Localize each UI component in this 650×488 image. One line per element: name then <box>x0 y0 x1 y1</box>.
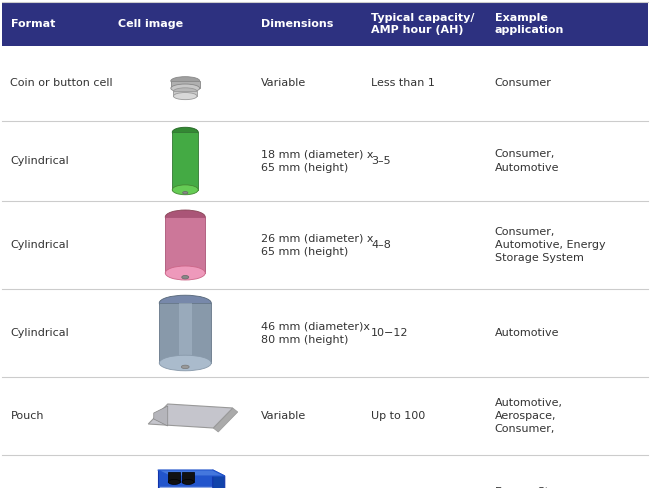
Text: Format: Format <box>10 19 55 29</box>
Bar <box>2 289 648 377</box>
Ellipse shape <box>174 88 197 95</box>
Polygon shape <box>213 470 225 488</box>
Ellipse shape <box>174 93 197 100</box>
Text: 3–5: 3–5 <box>371 156 391 166</box>
Polygon shape <box>213 408 238 432</box>
Ellipse shape <box>172 127 198 137</box>
Text: Cylindrical: Cylindrical <box>10 240 70 250</box>
Ellipse shape <box>159 295 211 311</box>
Text: Cell image: Cell image <box>118 19 183 29</box>
Text: Variable: Variable <box>261 79 306 88</box>
Text: Coin or button cell: Coin or button cell <box>10 79 113 88</box>
Ellipse shape <box>182 479 194 485</box>
Ellipse shape <box>182 275 188 279</box>
Text: Pouch: Pouch <box>10 411 44 421</box>
Bar <box>2 121 648 201</box>
Ellipse shape <box>183 191 188 194</box>
Polygon shape <box>148 404 233 428</box>
Ellipse shape <box>165 266 205 280</box>
Polygon shape <box>154 406 168 426</box>
Bar <box>172 132 198 190</box>
Bar <box>182 472 194 482</box>
Bar <box>174 91 197 96</box>
Bar <box>165 217 205 273</box>
Bar <box>2 2 648 46</box>
Ellipse shape <box>172 185 198 195</box>
Bar <box>2 377 648 455</box>
Text: Cylindrical: Cylindrical <box>10 156 70 166</box>
Text: 10−12: 10−12 <box>371 328 409 338</box>
Text: Example
application: Example application <box>495 13 564 35</box>
Text: 4–8: 4–8 <box>371 240 391 250</box>
Bar <box>168 472 180 482</box>
Bar <box>2 46 648 121</box>
Text: Automotive,
Aerospace,
Consumer,: Automotive, Aerospace, Consumer, <box>495 398 563 434</box>
Text: Less than 1: Less than 1 <box>371 79 435 88</box>
Text: Cylindrical: Cylindrical <box>10 328 70 338</box>
Ellipse shape <box>159 355 211 371</box>
Text: 18 mm (diameter) x
65 mm (height): 18 mm (diameter) x 65 mm (height) <box>261 149 373 173</box>
Bar <box>159 303 211 363</box>
Text: 26 mm (diameter) x
65 mm (height): 26 mm (diameter) x 65 mm (height) <box>261 233 373 257</box>
Text: 46 mm (diameter)x
80 mm (height): 46 mm (diameter)x 80 mm (height) <box>261 322 370 345</box>
Polygon shape <box>158 470 225 476</box>
Text: Automotive: Automotive <box>495 328 559 338</box>
Bar <box>171 81 200 88</box>
Text: Up to 100: Up to 100 <box>371 411 426 421</box>
Ellipse shape <box>171 84 200 92</box>
Ellipse shape <box>181 365 189 368</box>
Bar <box>2 201 648 289</box>
Text: Consumer,
Automotive: Consumer, Automotive <box>495 149 559 173</box>
Ellipse shape <box>171 77 200 85</box>
Text: Dimensions: Dimensions <box>261 19 333 29</box>
Bar <box>158 470 213 488</box>
Ellipse shape <box>165 210 205 224</box>
Ellipse shape <box>168 479 180 485</box>
Text: Variable: Variable <box>261 411 306 421</box>
Bar <box>2 455 648 488</box>
Bar <box>179 303 192 363</box>
Text: Consumer,
Automotive, Energy
Storage System: Consumer, Automotive, Energy Storage Sys… <box>495 227 605 263</box>
Text: Consumer: Consumer <box>495 79 552 88</box>
Text: Typical capacity/
AMP hour (AH): Typical capacity/ AMP hour (AH) <box>371 13 474 35</box>
